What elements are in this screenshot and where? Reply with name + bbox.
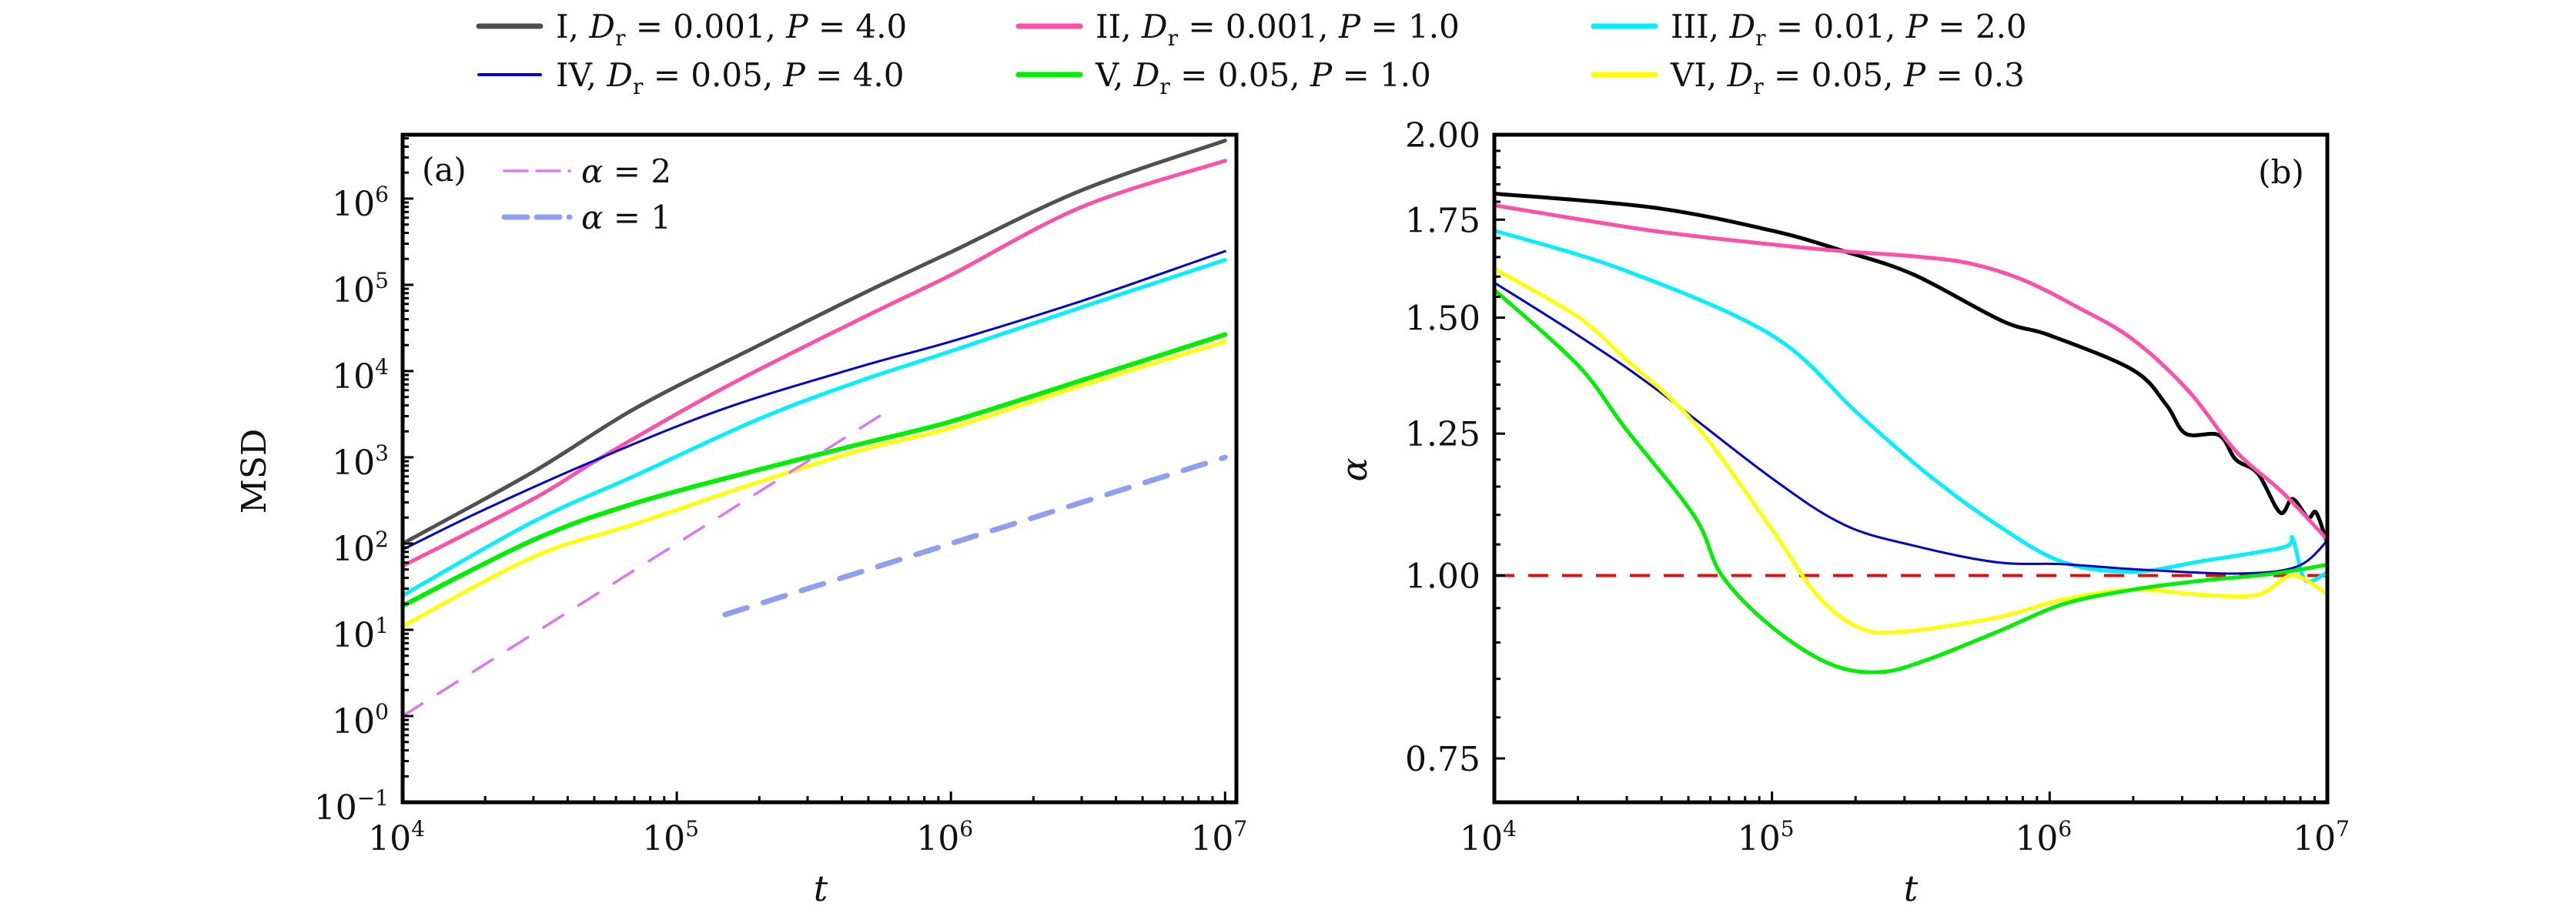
- b-x-tick-label: 105: [1738, 816, 1795, 858]
- top-legend: I, Dr = 0.001, P = 4.0 II, Dr = 0.001, P …: [476, 8, 2027, 99]
- b-y-tick-label: 1.25: [1405, 415, 1480, 454]
- panel-a-ylabel: MSD: [235, 429, 274, 514]
- b-y-tick-label: 1.50: [1405, 300, 1480, 339]
- a-x-tick-label: 106: [916, 816, 973, 858]
- b-x-tick-label: 107: [2293, 816, 2350, 858]
- legend-label-alpha=1: α = 1: [581, 199, 671, 236]
- b-x-tick-label: 106: [2015, 816, 2072, 858]
- panel-b-frame: [1492, 132, 2330, 805]
- panel-a-xlabel: t: [814, 868, 828, 909]
- panel-b-series-group: [1493, 192, 2330, 674]
- b-y-tick-label: 0.75: [1405, 740, 1480, 779]
- panel-a-legend: α = 2 α = 1: [501, 152, 671, 236]
- panel-a-tag: (a): [422, 151, 467, 189]
- legend-entry-III: III, Dr = 0.01, P = 2.0: [1591, 8, 2027, 51]
- legend-entry-V: V, Dr = 0.05, P = 1.0: [1015, 56, 1431, 99]
- legend-label: III, Dr = 0.01, P = 2.0: [1671, 8, 2027, 51]
- panel-b-xlabel: t: [1904, 868, 1919, 909]
- panel-a-series-I: [400, 139, 1227, 546]
- a-y-tick-label: 101: [332, 613, 389, 655]
- a-y-tick-label: 104: [332, 354, 389, 397]
- legend-label: II, Dr = 0.001, P = 1.0: [1096, 8, 1460, 51]
- panel-a-series-VI: [400, 340, 1227, 628]
- b-y-tick-label: 1.00: [1405, 557, 1480, 596]
- legend-label: VI, Dr = 0.05, P = 0.3: [1670, 56, 2025, 99]
- legend-label: I, Dr = 0.001, P = 4.0: [556, 8, 907, 51]
- legend-entry-VI: VI, Dr = 0.05, P = 0.3: [1591, 56, 2025, 99]
- panel-b-tag: (b): [2258, 153, 2304, 191]
- panel-a-series-V: [400, 332, 1228, 608]
- panel-b-series-V: [1493, 288, 2328, 674]
- legend-label: V, Dr = 0.05, P = 1.0: [1095, 56, 1431, 99]
- a-y-tick-label: 100: [332, 699, 389, 741]
- panel-b-series-II: [1494, 203, 2329, 541]
- legend-label: IV, Dr = 0.05, P = 4.0: [556, 56, 904, 99]
- b-y-tick-label: 2.00: [1405, 116, 1480, 156]
- panel-a-series-IV: [401, 249, 1226, 551]
- b-x-tick-label: 104: [1460, 816, 1517, 858]
- panel-a-reference-lines: [401, 407, 1228, 718]
- a-y-tick-label: 102: [332, 527, 389, 569]
- panel-b-ticks: 0.75 1.00 1.25 1.50 1.75 2.00 104 105 106 107: [1405, 116, 2350, 858]
- panel-b-series-I: [1494, 192, 2330, 545]
- b-y-tick-label: 1.75: [1405, 201, 1480, 240]
- a-x-tick-label: 107: [1190, 816, 1247, 858]
- legend-entry-I: I, Dr = 0.001, P = 4.0: [476, 8, 907, 51]
- a-x-tick-label: 104: [368, 816, 425, 858]
- panel-b-alpha: 0.75 1.00 1.25 1.50 1.75 2.00 104 105 106 107 (b)…: [1333, 116, 2350, 909]
- a-x-tick-label: 105: [642, 816, 699, 858]
- legend-entry-IV: IV, Dr = 0.05, P = 4.0: [477, 56, 904, 99]
- panel-a-ref-alpha=2: [401, 407, 892, 718]
- panel-b-series-IV: [1494, 281, 2329, 575]
- legend-entry-II: II, Dr = 0.001, P = 1.0: [1015, 8, 1460, 51]
- panel-a-series-III: [400, 258, 1227, 597]
- panel-a-msd: 10−1 100 101 102 103 104 105 106 104 105 106 107 (a…: [235, 132, 1247, 909]
- a-y-tick-label: 10−1: [314, 785, 389, 828]
- a-y-tick-label: 106: [332, 182, 389, 224]
- panel-b-series-VI: [1493, 266, 2329, 635]
- panel-a-ref-alpha=1: [722, 454, 1228, 617]
- panel-b-series-III: [1494, 229, 2329, 584]
- legend-label-alpha=2: α = 2: [581, 152, 671, 190]
- panel-a-series-II: [400, 159, 1227, 568]
- panel-b-ylabel: α: [1333, 457, 1375, 481]
- panel-a-ticks: 10−1 100 101 102 103 104 105 106 104 105 106 107: [314, 137, 1247, 858]
- panel-a-frame: [400, 132, 1239, 805]
- panel-a-series-group: [400, 139, 1228, 628]
- a-y-tick-label: 103: [332, 440, 389, 483]
- a-y-tick-label: 105: [332, 268, 389, 310]
